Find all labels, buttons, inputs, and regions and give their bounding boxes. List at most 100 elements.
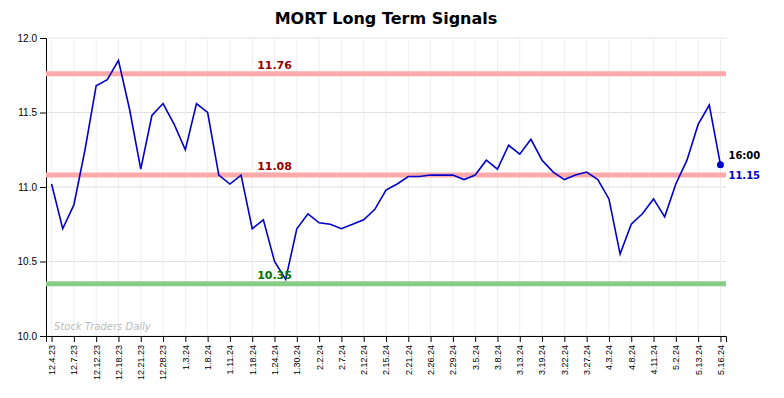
title: MORT Long Term Signals	[275, 9, 498, 28]
grid-line	[608, 38, 609, 336]
tick: 5.13.24	[694, 336, 704, 375]
tick-mark	[341, 336, 342, 342]
tick-mark	[408, 336, 409, 342]
tick-label: 2.15.24	[381, 345, 391, 375]
grid-line	[73, 38, 74, 336]
tick-label: 2.21.24	[404, 345, 414, 375]
tick-label: 2.12.24	[359, 345, 369, 375]
tick: 12.18.23	[114, 336, 124, 380]
tick-label: 3.27.24	[582, 345, 592, 375]
grid-line	[341, 38, 342, 336]
tick: 12.12.23	[92, 336, 102, 380]
tick-mark	[542, 336, 543, 342]
grid-line	[207, 38, 208, 336]
tick: 3.5.24	[471, 336, 481, 370]
tick: 4.8.24	[627, 336, 637, 370]
tick: 10.5	[18, 256, 46, 267]
tick: 2.29.24	[448, 336, 458, 375]
plot: 12.4.2312.7.2312.12.2312.18.2312.21.2312…	[18, 33, 761, 380]
reference-line	[46, 71, 726, 76]
tick: 2.26.24	[426, 336, 436, 375]
tick: 11.0	[18, 182, 46, 193]
grid-line	[497, 38, 498, 336]
last-point	[717, 161, 724, 168]
tick-mark	[141, 336, 142, 342]
tick-mark	[497, 336, 498, 342]
tick-mark	[40, 38, 46, 39]
axis-line	[40, 39, 47, 337]
tick-label: 1.8.24	[203, 345, 213, 370]
tick-mark	[654, 336, 655, 342]
tick-mark	[386, 336, 387, 342]
tick: 1.3.24	[181, 336, 191, 370]
tick: 5.16.24	[716, 336, 726, 375]
tick-mark	[453, 336, 454, 342]
tick-label: 12.28.23	[158, 345, 168, 380]
tick-label: 11.5	[18, 107, 37, 118]
grid-line	[185, 38, 186, 336]
grid-line	[363, 38, 364, 336]
annotation: 11.15	[728, 170, 760, 181]
tick-mark	[74, 336, 75, 342]
tick-label: 3.19.24	[537, 345, 547, 375]
labels: 11.7611.0810.3516:0011.15Stock Traders D…	[54, 59, 760, 332]
tick-label: 5.13.24	[694, 345, 704, 375]
tick-label: 1.30.24	[292, 345, 302, 375]
tick-mark	[720, 336, 721, 342]
tick-mark	[698, 336, 699, 342]
line	[52, 60, 721, 279]
tick-label: 5.2.24	[671, 345, 681, 370]
tick-label: 1.18.24	[248, 345, 258, 375]
tick: 4.3.24	[604, 336, 614, 370]
grid-line	[452, 38, 453, 336]
grid-line	[274, 38, 275, 336]
grid-line	[386, 38, 387, 336]
tick: 2.7.24	[337, 336, 347, 370]
tick: 1.8.24	[203, 336, 213, 370]
tick-label: 1.3.24	[181, 345, 191, 370]
grid-line	[542, 38, 543, 336]
tick-label: 2.7.24	[337, 345, 347, 370]
tick-label: 4.11.24	[649, 345, 659, 374]
tick-label: 10.0	[18, 331, 38, 342]
grid-line	[408, 38, 409, 336]
x-axis: 12.4.2312.7.2312.12.2312.18.2312.21.2312…	[47, 336, 727, 380]
grid-line	[118, 38, 119, 336]
tick-label: 12.12.23	[92, 345, 102, 380]
grid-line	[564, 38, 565, 336]
tick-label: 3.13.24	[515, 345, 525, 375]
tick-label: 1.24.24	[270, 345, 280, 375]
tick-mark	[40, 336, 46, 337]
grid-line	[631, 38, 632, 336]
axis-line	[47, 337, 727, 343]
grid-line	[475, 38, 476, 336]
tick-mark	[631, 336, 632, 342]
tick: 12.28.23	[158, 336, 168, 380]
marks	[46, 60, 726, 284]
tick: 5.2.24	[671, 336, 681, 370]
tick-mark	[230, 336, 231, 342]
watermark: Stock Traders Daily	[54, 321, 152, 332]
tick-label: 12.7.23	[69, 345, 79, 375]
tick-mark	[40, 187, 46, 188]
tick: 11.5	[18, 107, 46, 118]
grid-line	[519, 38, 520, 336]
tick-label: 4.8.24	[627, 345, 637, 370]
tick: 2.12.24	[359, 336, 369, 375]
grid-line	[430, 38, 431, 336]
reference-label: 10.35	[257, 269, 292, 282]
tick-mark	[52, 336, 53, 342]
tick-mark	[319, 336, 320, 342]
grid	[46, 38, 726, 336]
tick: 1.24.24	[270, 336, 280, 375]
tick-label: 11.0	[18, 182, 37, 193]
tick: 3.8.24	[493, 336, 503, 370]
grid-line	[229, 38, 230, 336]
tick-mark	[96, 336, 97, 342]
grid-line	[163, 38, 164, 336]
tick-mark	[564, 336, 565, 342]
y-axis: 10.010.511.011.512.0	[18, 33, 47, 342]
tick-label: 10.5	[18, 256, 38, 267]
reference-line	[46, 173, 726, 178]
tick-mark	[676, 336, 677, 342]
